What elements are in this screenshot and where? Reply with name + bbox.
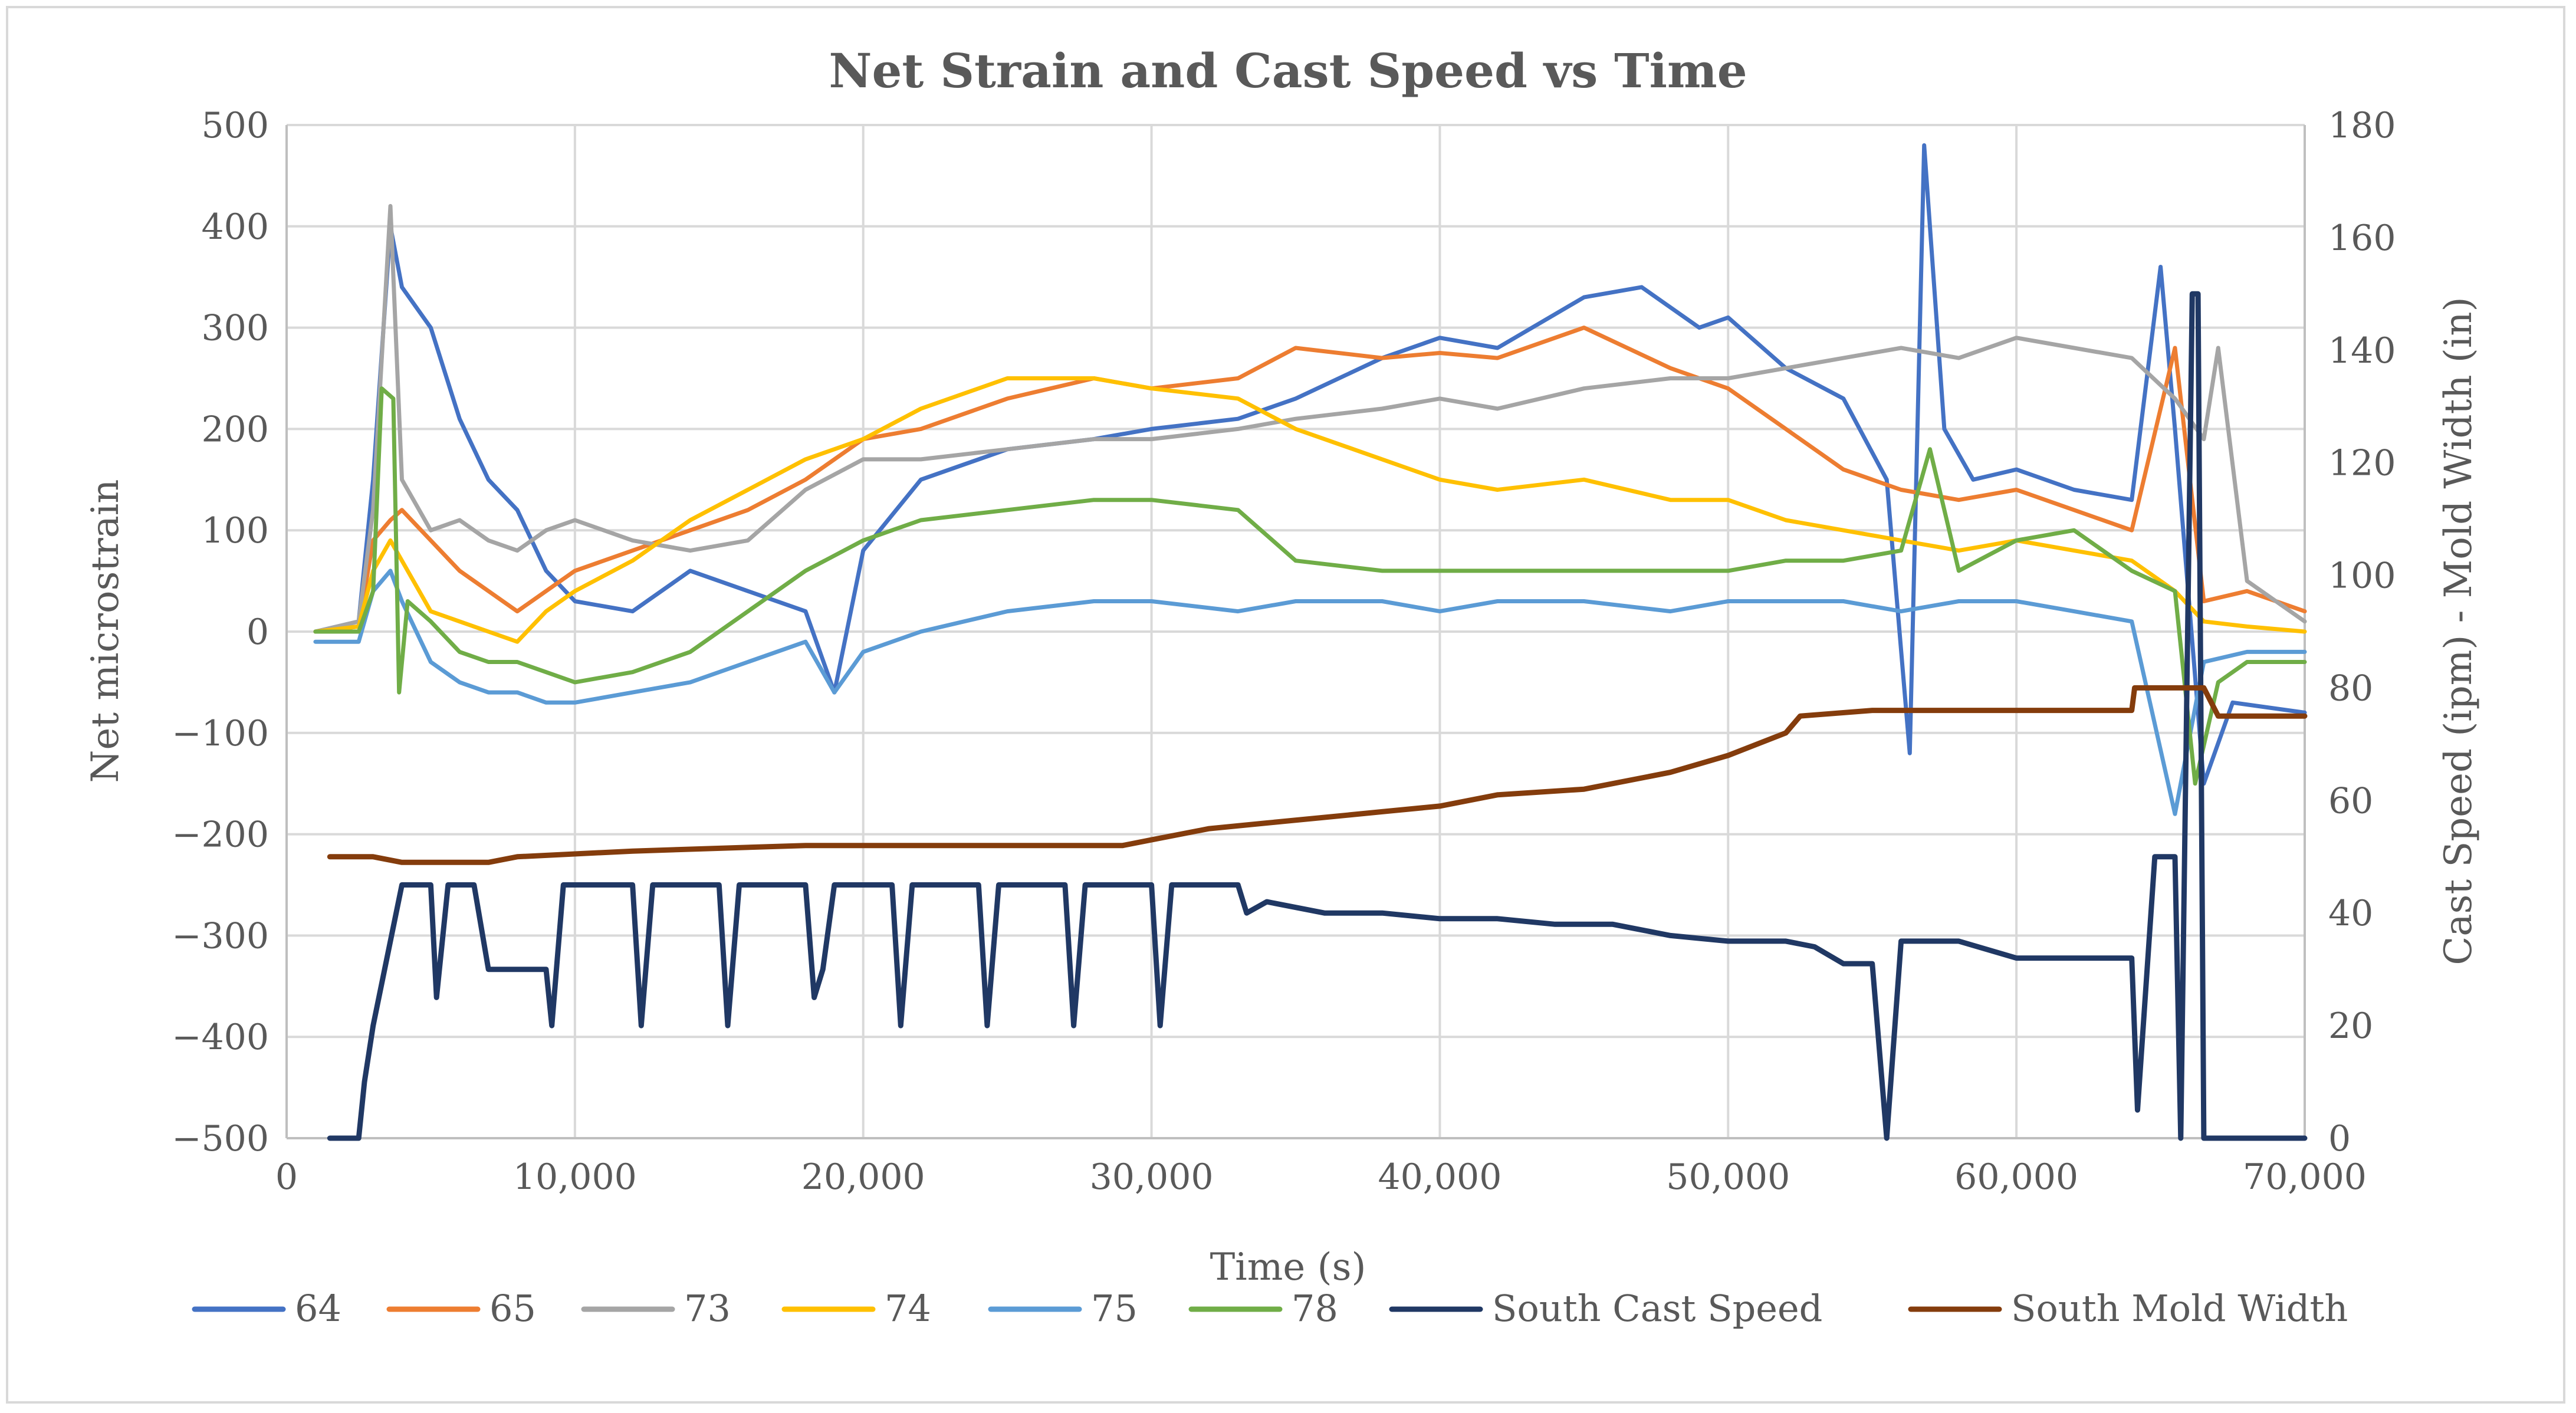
x-tick-label: 50,000 xyxy=(1666,1156,1790,1198)
x-tick-label: 30,000 xyxy=(1090,1156,1214,1198)
y-axis-label: Net microstrain xyxy=(84,479,127,783)
y2-tick-label: 180 xyxy=(2328,105,2396,146)
x-tick-label: 60,000 xyxy=(1954,1156,2078,1198)
legend-label: 73 xyxy=(684,1287,731,1330)
y2-tick-label: 0 xyxy=(2328,1118,2351,1159)
y-tick-label: 200 xyxy=(201,409,269,450)
y2-tick-label: 140 xyxy=(2328,330,2396,372)
y2-tick-label: 40 xyxy=(2328,893,2373,934)
y-tick-label: 500 xyxy=(201,105,269,146)
y-tick-label: −100 xyxy=(172,713,269,754)
legend-label: South Cast Speed xyxy=(1492,1287,1822,1330)
y-tick-label: 400 xyxy=(201,206,269,248)
x-tick-label: 10,000 xyxy=(513,1156,637,1198)
y-tick-label: −300 xyxy=(172,915,269,957)
y-tick-label: 100 xyxy=(201,510,269,551)
y2-tick-label: 20 xyxy=(2328,1005,2373,1047)
series-line-74 xyxy=(313,376,2307,644)
series-line-75 xyxy=(313,569,2307,816)
x-axis-label: Time (s) xyxy=(1210,1246,1366,1289)
legend-label: 65 xyxy=(489,1287,536,1330)
chart-title: Net Strain and Cast Speed vs Time xyxy=(829,43,1747,98)
y-tick-label: 300 xyxy=(201,308,269,349)
legend-label: 74 xyxy=(885,1287,931,1330)
x-tick-label: 40,000 xyxy=(1378,1156,1501,1198)
grid-layer xyxy=(287,124,2306,1139)
y2-tick-label: 80 xyxy=(2328,668,2373,709)
legend: 64 65 73 74 75 78 South Cast Speed South Mold W… xyxy=(192,1287,2348,1330)
series-layer xyxy=(313,143,2308,1141)
y2-axis-label: Cast Speed (ipm) - Mold Width (in) xyxy=(2437,297,2480,965)
series-line-73 xyxy=(313,203,2307,634)
y2-tick-label: 60 xyxy=(2328,780,2373,821)
legend-label: South Mold Width xyxy=(2011,1287,2348,1330)
legend-label: 64 xyxy=(295,1287,341,1330)
chart-frame xyxy=(6,6,2565,1404)
y-tick-label: 0 xyxy=(247,612,269,653)
series-line-78 xyxy=(313,386,2307,786)
y2-tick-label: 100 xyxy=(2328,556,2396,597)
x-tick-label: 0 xyxy=(275,1156,298,1198)
legend-label: 75 xyxy=(1091,1287,1138,1330)
y-tick-label: −500 xyxy=(172,1118,269,1159)
x-tick-label: 20,000 xyxy=(801,1156,925,1198)
x-tick-label: 70,000 xyxy=(2243,1156,2367,1198)
legend-label: 78 xyxy=(1292,1287,1338,1330)
series-line-64 xyxy=(313,143,2307,786)
y2-tick-label: 160 xyxy=(2328,218,2396,259)
y-tick-label: −400 xyxy=(172,1017,269,1058)
y-tick-label: −200 xyxy=(172,814,269,856)
y2-tick-label: 120 xyxy=(2328,443,2396,484)
series-line-south-cast-speed xyxy=(327,291,2308,1141)
series-line-65 xyxy=(313,326,2307,634)
series-line-south-mold-width xyxy=(327,685,2308,865)
